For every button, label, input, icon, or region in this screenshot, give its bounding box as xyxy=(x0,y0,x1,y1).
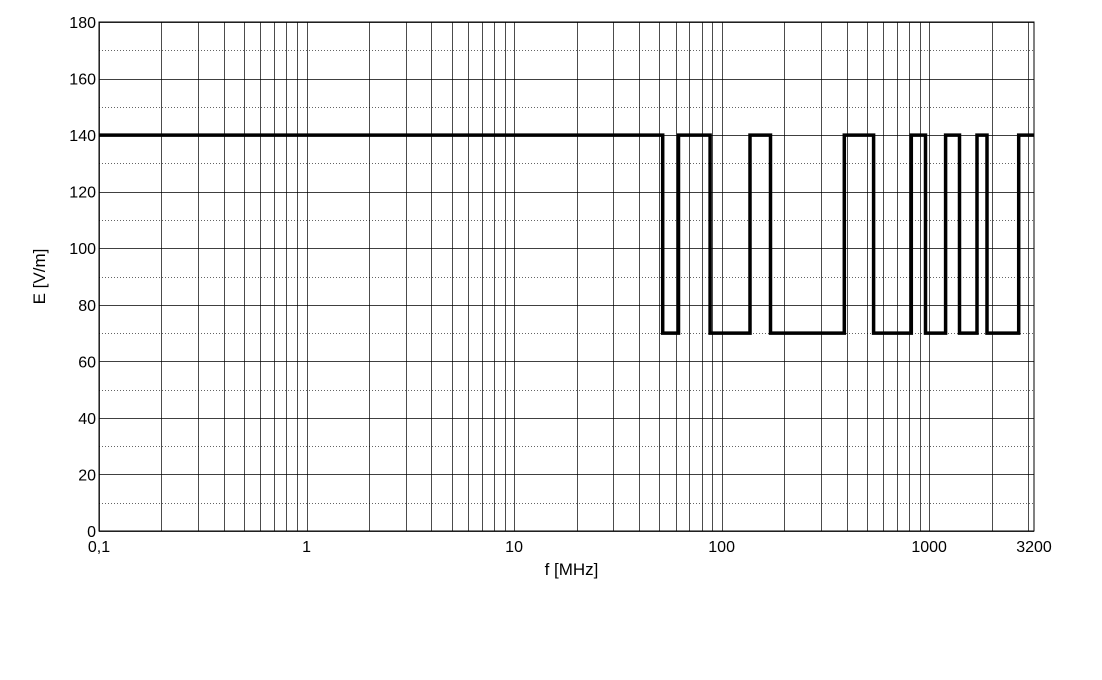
y-tick-label: 160 xyxy=(69,72,96,89)
y-tick-label: 40 xyxy=(78,411,96,428)
y-tick-label: 120 xyxy=(69,185,96,202)
y-tick-label: 0 xyxy=(87,524,96,541)
x-axis-label: f [MHz] xyxy=(545,560,599,579)
grid xyxy=(99,22,1034,532)
x-tick-label: 100 xyxy=(708,539,735,556)
x-tick-label: 1000 xyxy=(911,539,947,556)
plot-area-frame xyxy=(98,21,1035,532)
y-tick-label: 80 xyxy=(78,298,96,315)
x-tick-label: 10 xyxy=(505,539,523,556)
y-tick-label: 140 xyxy=(69,128,96,145)
y-tick-label: 60 xyxy=(78,354,96,371)
x-tick-label: 1 xyxy=(302,539,311,556)
x-tick-labels: 0,1 1 10 100 1000 3200 xyxy=(88,539,1052,556)
y-axis-label: E [V/m] xyxy=(30,249,49,305)
series-line xyxy=(99,133,1034,335)
series-layer xyxy=(99,133,1034,335)
y-tick-label: 180 xyxy=(69,15,96,32)
x-tick-label: 0,1 xyxy=(88,539,110,556)
y-tick-label: 20 xyxy=(78,467,96,484)
y-tick-label: 100 xyxy=(69,241,96,258)
x-tick-label: 3200 xyxy=(1016,539,1052,556)
y-tick-labels: 0 20 40 60 80 100 120 140 160 180 xyxy=(69,15,96,541)
